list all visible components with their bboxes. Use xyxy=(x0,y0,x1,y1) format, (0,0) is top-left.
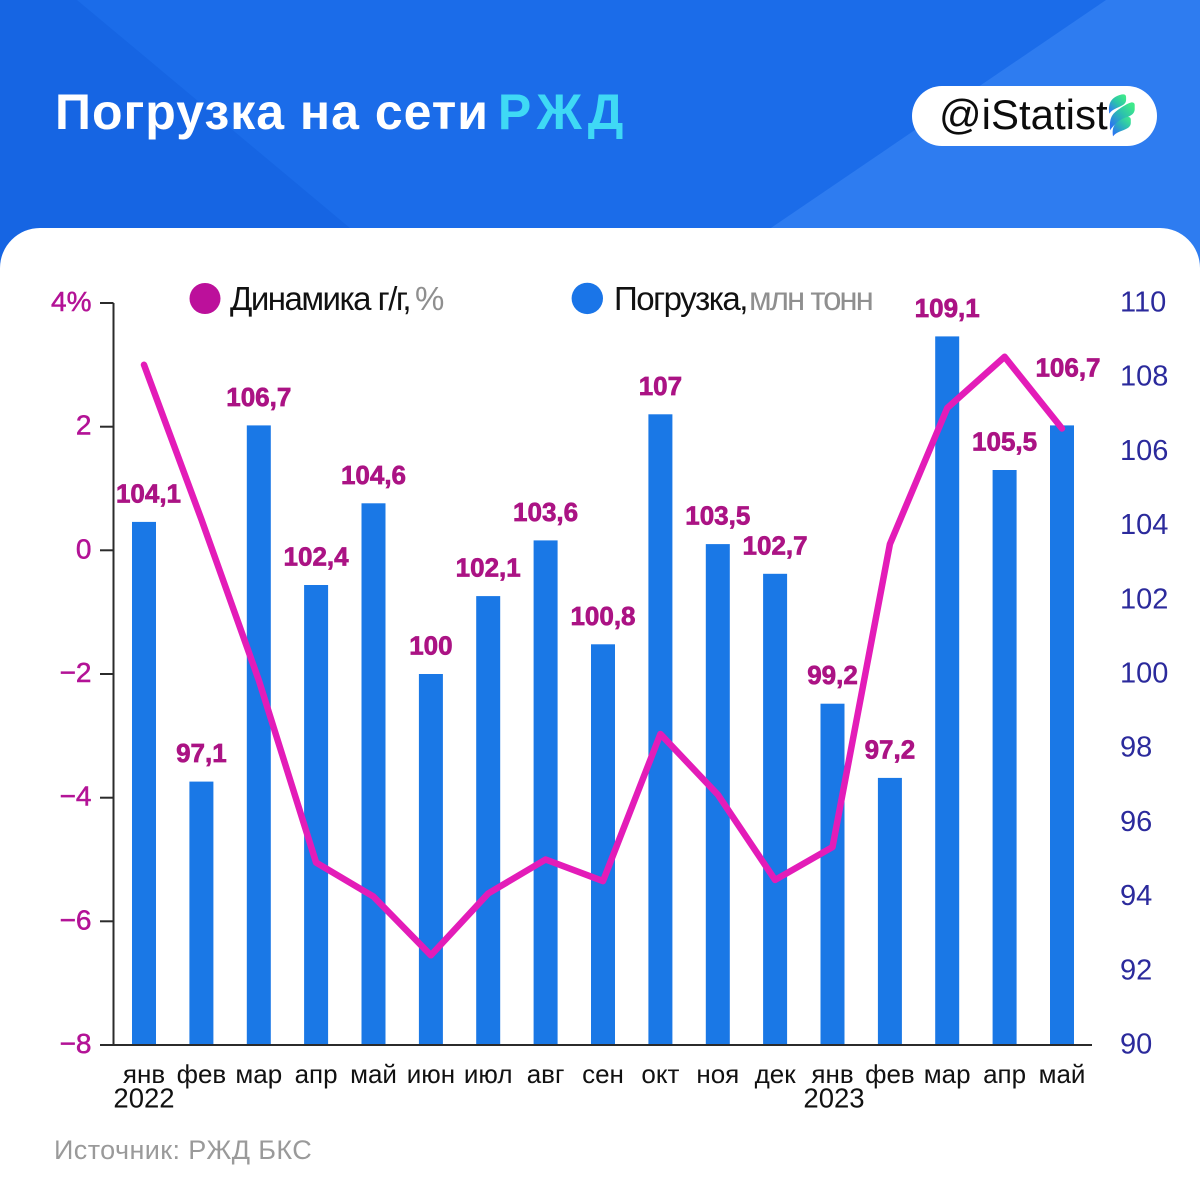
svg-text:июл: июл xyxy=(464,1059,513,1089)
svg-text:мар: мар xyxy=(235,1059,282,1089)
svg-text:Динамика г/г,: Динамика г/г, xyxy=(230,280,410,317)
svg-text:сен: сен xyxy=(582,1059,624,1089)
svg-text:май: май xyxy=(1039,1059,1086,1089)
svg-text:фев: фев xyxy=(177,1059,227,1089)
svg-text:100: 100 xyxy=(1120,658,1168,690)
svg-text:105,5: 105,5 xyxy=(972,427,1037,457)
svg-text:янв: янв xyxy=(811,1059,853,1089)
svg-text:2: 2 xyxy=(76,410,92,441)
svg-text:июн: июн xyxy=(407,1059,455,1089)
svg-text:102,4: 102,4 xyxy=(284,542,350,572)
svg-text:2023: 2023 xyxy=(803,1083,864,1114)
svg-text:май: май xyxy=(350,1059,397,1089)
svg-text:2022: 2022 xyxy=(113,1083,174,1114)
svg-text:99,2: 99,2 xyxy=(807,660,858,690)
svg-text:−4: −4 xyxy=(60,781,92,812)
svg-text:109,1: 109,1 xyxy=(915,293,980,323)
svg-text:Погрузка,: Погрузка, xyxy=(614,280,747,317)
svg-text:90: 90 xyxy=(1120,1029,1152,1061)
svg-text:дек: дек xyxy=(755,1059,797,1089)
svg-text:104,1: 104,1 xyxy=(116,478,181,508)
svg-text:100,8: 100,8 xyxy=(570,601,635,631)
svg-text:98: 98 xyxy=(1120,732,1152,764)
svg-text:106: 106 xyxy=(1120,435,1168,467)
svg-text:апр: апр xyxy=(983,1059,1026,1089)
svg-text:97,2: 97,2 xyxy=(865,734,916,764)
svg-text:106,7: 106,7 xyxy=(1035,353,1100,383)
svg-text:103,5: 103,5 xyxy=(685,501,750,531)
svg-text:−8: −8 xyxy=(60,1028,92,1059)
svg-text:мар: мар xyxy=(924,1059,971,1089)
svg-text:107: 107 xyxy=(639,371,682,401)
svg-text:103,6: 103,6 xyxy=(513,497,578,527)
svg-text:106,7: 106,7 xyxy=(226,382,291,412)
svg-text:ноя: ноя xyxy=(696,1059,739,1089)
svg-text:94: 94 xyxy=(1120,880,1152,912)
svg-text:−2: −2 xyxy=(60,657,92,688)
svg-text:110: 110 xyxy=(1120,287,1166,319)
svg-text:102,1: 102,1 xyxy=(456,553,521,583)
svg-text:104,6: 104,6 xyxy=(341,460,406,490)
svg-text:104: 104 xyxy=(1120,509,1168,541)
svg-text:янв: янв xyxy=(123,1059,165,1089)
svg-text:100: 100 xyxy=(409,631,452,661)
svg-text:108: 108 xyxy=(1120,361,1168,393)
svg-text:102: 102 xyxy=(1120,583,1168,615)
svg-text:млн тонн: млн тонн xyxy=(749,280,872,317)
svg-text:4%: 4% xyxy=(51,286,91,317)
svg-text:102,7: 102,7 xyxy=(743,530,808,560)
svg-text:0: 0 xyxy=(76,533,92,564)
svg-text:−6: −6 xyxy=(60,904,92,935)
svg-text:92: 92 xyxy=(1120,954,1152,986)
svg-text:%: % xyxy=(415,280,444,317)
svg-text:апр: апр xyxy=(295,1059,338,1089)
svg-text:97,1: 97,1 xyxy=(176,738,227,768)
svg-text:авг: авг xyxy=(527,1059,565,1089)
svg-text:окт: окт xyxy=(641,1059,679,1089)
svg-text:фев: фев xyxy=(865,1059,915,1089)
svg-text:Источник: РЖД БКС: Источник: РЖД БКС xyxy=(54,1135,312,1165)
svg-text:96: 96 xyxy=(1120,806,1152,838)
